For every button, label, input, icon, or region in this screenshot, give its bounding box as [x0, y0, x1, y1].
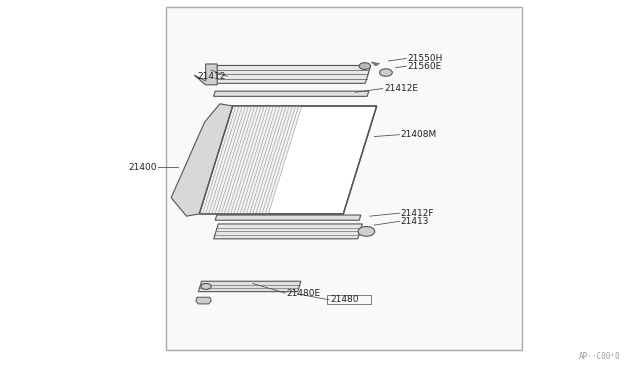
Text: 21408M: 21408M [401, 130, 437, 139]
Text: 21412E: 21412E [384, 84, 418, 93]
Text: 21412F: 21412F [401, 209, 434, 218]
Circle shape [201, 283, 211, 289]
Polygon shape [215, 215, 361, 220]
Text: 21550H: 21550H [408, 54, 443, 63]
Polygon shape [214, 224, 362, 239]
Polygon shape [199, 106, 377, 214]
Polygon shape [212, 65, 371, 83]
Bar [166, 7, 522, 350]
Text: 21480: 21480 [330, 295, 359, 304]
Polygon shape [194, 64, 217, 85]
Text: AP··C00¹0: AP··C00¹0 [579, 352, 621, 361]
Text: 21560E: 21560E [408, 62, 442, 71]
Text: 21413: 21413 [401, 217, 429, 226]
Text: 21412: 21412 [198, 72, 226, 81]
Text: 21480E: 21480E [287, 289, 321, 298]
Polygon shape [371, 62, 380, 66]
Polygon shape [196, 297, 211, 304]
Polygon shape [198, 281, 301, 292]
Polygon shape [214, 91, 369, 96]
Polygon shape [199, 106, 302, 214]
Text: 21400: 21400 [128, 163, 157, 172]
Circle shape [358, 227, 375, 236]
Circle shape [380, 69, 392, 76]
Polygon shape [171, 104, 233, 216]
Circle shape [359, 63, 371, 70]
